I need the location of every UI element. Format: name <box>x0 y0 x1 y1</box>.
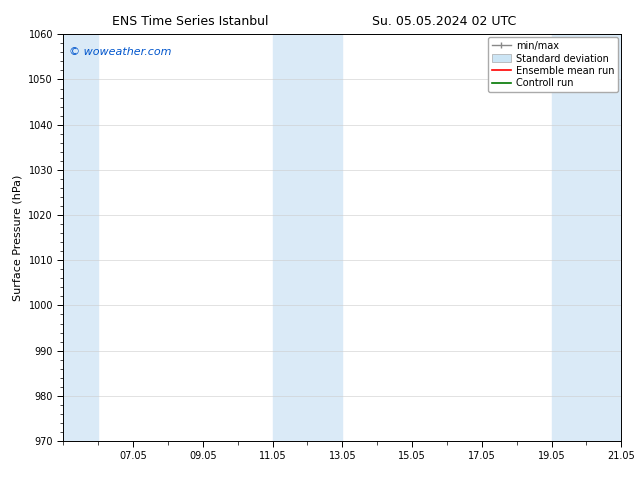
Text: ENS Time Series Istanbul: ENS Time Series Istanbul <box>112 15 268 28</box>
Y-axis label: Surface Pressure (hPa): Surface Pressure (hPa) <box>13 174 23 301</box>
Text: © woweather.com: © woweather.com <box>69 47 171 56</box>
Legend: min/max, Standard deviation, Ensemble mean run, Controll run: min/max, Standard deviation, Ensemble me… <box>488 37 618 92</box>
Bar <box>273 34 342 441</box>
Bar <box>552 34 621 441</box>
Text: Su. 05.05.2024 02 UTC: Su. 05.05.2024 02 UTC <box>372 15 516 28</box>
Bar <box>63 34 98 441</box>
